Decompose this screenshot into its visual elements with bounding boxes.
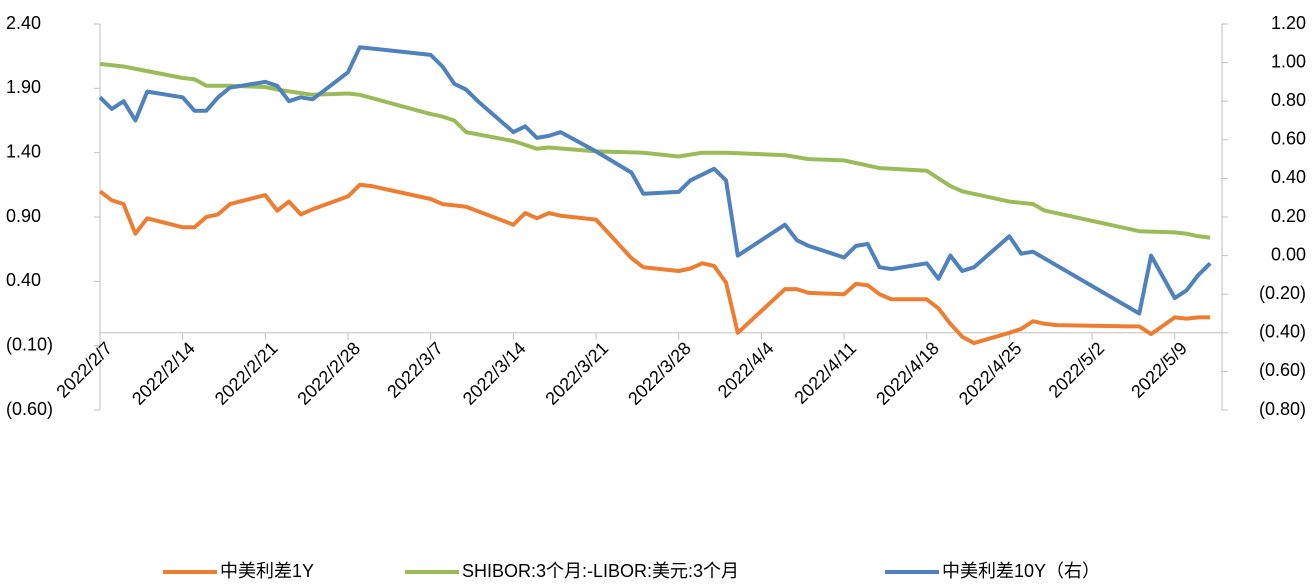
y2-tick-label: (0.80): [1259, 399, 1306, 419]
x-tick-label: 2022/4/18: [872, 338, 943, 409]
y-tick-label: (0.60): [6, 399, 53, 419]
legend-label: 中美利差10Y（右）: [942, 561, 1100, 581]
y-tick-label: 1.90: [6, 77, 41, 97]
x-tick-label: 2022/4/4: [714, 338, 778, 402]
x-tick-label: 2022/3/28: [624, 338, 695, 409]
legend-label: SHIBOR:3个月:-LIBOR:美元:3个月: [462, 561, 739, 581]
y2-tick-label: 0.80: [1271, 90, 1306, 110]
x-tick-label: 2022/2/28: [293, 338, 364, 409]
series-line: [98, 182, 1211, 346]
x-tick-label: 2022/3/14: [459, 338, 530, 409]
y2-tick-label: 0.60: [1271, 129, 1306, 149]
series-line: [98, 45, 1212, 316]
x-tick-label: 2022/5/9: [1127, 338, 1191, 402]
x-tick-label: 2022/2/21: [211, 338, 282, 409]
y2-tick-label: 0.00: [1271, 244, 1306, 264]
y2-tick-label: (0.40): [1259, 322, 1306, 342]
y-tick-label: 1.40: [6, 141, 41, 161]
y2-tick-label: 0.20: [1271, 206, 1306, 226]
x-tick-label: 2022/2/14: [128, 338, 199, 409]
y2-tick-label: (0.60): [1259, 360, 1306, 380]
y2-tick-label: (0.20): [1259, 283, 1306, 303]
x-tick-label: 2022/5/2: [1045, 338, 1109, 402]
y2-tick-label: 1.00: [1271, 51, 1306, 71]
x-tick-label: 2022/4/25: [955, 338, 1026, 409]
y-tick-label: (0.10): [6, 334, 53, 354]
series-line: [99, 61, 1211, 240]
y-tick-label: 0.90: [6, 206, 41, 226]
y2-tick-label: 1.20: [1271, 13, 1306, 33]
x-tick-label: 2022/2/7: [52, 338, 116, 402]
x-tick-label: 2022/3/7: [383, 338, 447, 402]
x-tick-label: 2022/3/21: [541, 338, 612, 409]
legend-label: 中美利差1Y: [220, 561, 314, 581]
x-tick-label: 2022/4/11: [790, 338, 860, 408]
y2-tick-label: 0.40: [1271, 167, 1306, 187]
y-tick-label: 0.40: [6, 270, 41, 290]
y-tick-label: 2.40: [6, 13, 41, 33]
